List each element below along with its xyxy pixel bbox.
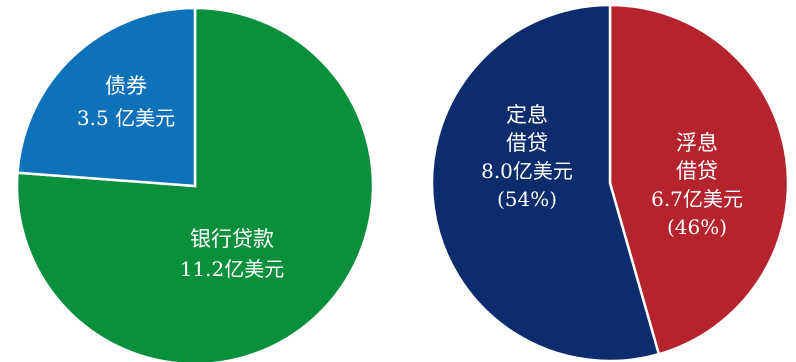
- pie2-slice-1-label-line-2: 借贷: [676, 159, 718, 183]
- pie1-slice-2-label: 债券 3.5 亿美元: [77, 74, 175, 130]
- pie2-slice-2-label: 定息借贷 8.0亿美元 (54%): [481, 103, 573, 211]
- pie2-slice-2-label-line-1: 定息: [506, 103, 548, 127]
- pie2-slice-2-label-line-2: 借贷: [506, 131, 548, 155]
- funding-source-pie: 银行贷款 11.2亿美元 债券 3.5 亿美元: [15, 6, 375, 362]
- pie2-slice-2-label-line-4: (54%): [497, 187, 557, 211]
- pie1-slice-1-label-line-1: 银行贷款: [190, 227, 274, 251]
- pie1-slice-2-label-line-2: 3.5 亿美元: [77, 106, 175, 130]
- pie1-slice-2-wedge: [16, 6, 197, 188]
- pie1-slice-1-label: 银行贷款 11.2亿美元: [180, 227, 285, 281]
- pie2-slice-1-label-line-1: 浮息: [676, 131, 718, 155]
- pie2-slice-1-label-line-4: (46%): [667, 215, 727, 239]
- pie1-slice-1-wedge: [15, 6, 375, 362]
- pie2-slice-1-wedge: [608, 3, 790, 356]
- pie2-slice-1-label: 浮息借贷 6.7亿美元 (46%): [651, 131, 743, 239]
- interest-type-pie: 浮息借贷 6.7亿美元(46%)定息借贷 8.0亿美元(54%): [430, 3, 790, 362]
- pie1-slice-1-label-line-2: 11.2亿美元: [180, 257, 285, 281]
- pie2-slice-1-label-line-3: 6.7亿美元: [651, 187, 743, 211]
- pie1-slice-2-label-line-1: 债券: [105, 74, 147, 98]
- pie2-slice-2-wedge: [430, 3, 661, 362]
- pie2-slice-2-label-line-3: 8.0亿美元: [481, 159, 573, 183]
